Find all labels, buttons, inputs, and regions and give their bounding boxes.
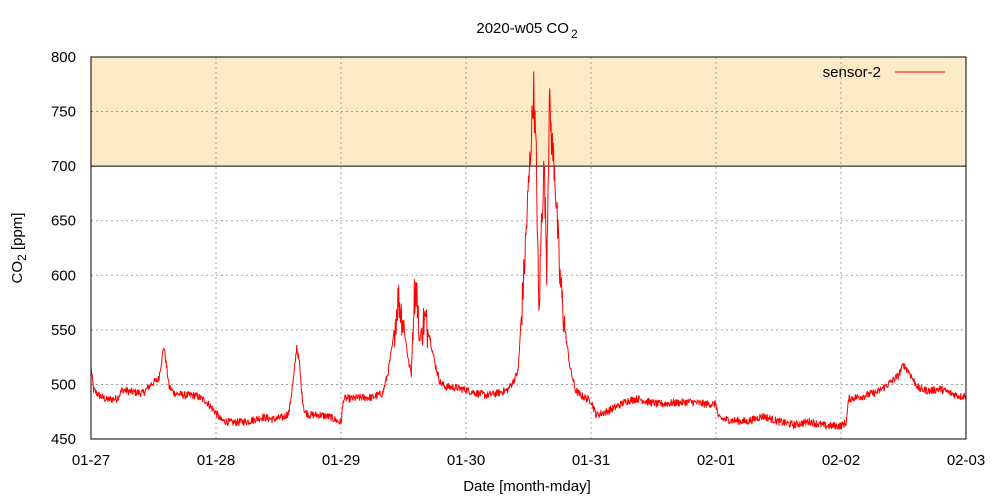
x-tick-label: 01-29 (322, 452, 360, 469)
x-tick-label: 01-27 (72, 452, 110, 469)
y-axis-label-suffix: [ppm] (9, 213, 26, 255)
x-tick-label: 02-01 (697, 452, 735, 469)
y-tick-label: 500 (51, 376, 76, 393)
y-tick-label: 450 (51, 431, 76, 448)
y-tick-label: 800 (51, 49, 76, 66)
y-tick-label: 650 (51, 213, 76, 230)
chart-title-main: 2020-w05 CO (476, 20, 569, 37)
x-tick-label: 02-02 (822, 452, 860, 469)
chart-title-subscript: 2 (571, 27, 578, 41)
y-axis-label-main: CO (9, 261, 26, 284)
y-tick-label: 550 (51, 322, 76, 339)
y-tick-label: 600 (51, 267, 76, 284)
x-tick-label: 02-03 (947, 452, 985, 469)
x-axis-label: Date [month-mday] (463, 478, 591, 495)
legend: sensor-2 (823, 64, 945, 81)
series-layer (90, 71, 967, 430)
x-tick-label: 01-30 (447, 452, 485, 469)
y-tick-label: 700 (51, 158, 76, 175)
x-tick-labels: 01-27 01-28 01-29 01-30 01-31 02-01 02-02 02-03 (72, 452, 985, 469)
x-tick-label: 01-31 (572, 452, 610, 469)
plot-frame (90, 56, 967, 440)
legend-label: sensor-2 (823, 64, 881, 81)
y-tick-label: 750 (51, 104, 76, 121)
y-axis-label-subscript: 2 (15, 254, 29, 261)
grid-layer (91, 57, 966, 439)
series-line-sensor-2 (90, 71, 967, 430)
y-axis-label: CO2 [ppm] (9, 213, 29, 284)
y-tick-labels: 450 500 550 600 650 700 750 800 (51, 49, 76, 448)
x-tick-label: 01-28 (197, 452, 235, 469)
chart-title: 2020-w05 CO 2 (476, 20, 578, 41)
